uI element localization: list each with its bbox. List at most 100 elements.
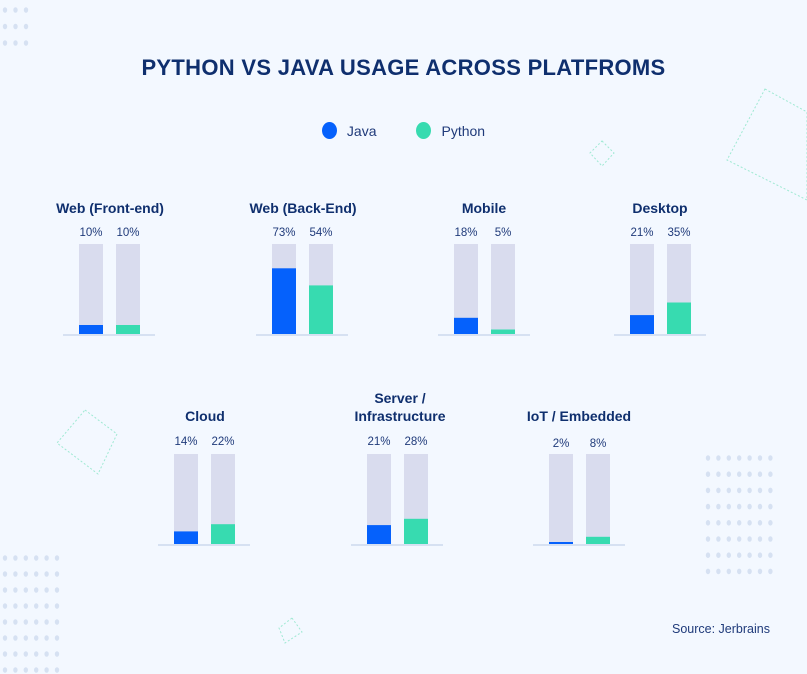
legend-item-java: Java (321, 122, 376, 139)
platform-group: Mobile 18% 5% (438, 200, 530, 336)
decor-dot (13, 40, 18, 46)
bar-java (454, 317, 478, 334)
decor-dot (23, 667, 28, 673)
decor-dot (34, 587, 39, 593)
decor-dot (13, 23, 18, 30)
decor-dot (2, 667, 8, 673)
decor-dot (23, 40, 29, 46)
decor-dot (716, 503, 721, 510)
decor-dot (34, 667, 39, 673)
decor-dot (726, 487, 731, 494)
decor-dot (726, 520, 731, 526)
decor-dot (757, 568, 763, 575)
decor-dot (54, 603, 60, 609)
decor-dot (737, 520, 742, 526)
decor-dot (747, 503, 752, 510)
bar-track (79, 244, 103, 334)
bar-python (309, 285, 333, 334)
decor-dot (757, 552, 763, 558)
decor-dot (716, 487, 721, 494)
baseline (256, 334, 348, 336)
legend-item-python: Python (416, 122, 485, 139)
decor-dot (747, 520, 752, 526)
legend-swatch-java (321, 122, 337, 139)
decor-dot (705, 552, 711, 558)
decor-dot (54, 635, 60, 641)
bar-java (272, 268, 296, 334)
decor-dot (54, 667, 60, 673)
value-label-java: 10% (79, 227, 102, 239)
value-label-java: 21% (367, 436, 390, 448)
decor-dot (13, 667, 18, 673)
baseline (351, 544, 443, 546)
value-label-python: 5% (495, 227, 512, 239)
category-label: Cloud (185, 408, 225, 424)
source-note: Source: Jerbrains (672, 622, 770, 636)
chart-title: PYTHON VS JAVA USAGE ACROSS PLATFROMS (141, 55, 666, 80)
bar-track (491, 244, 515, 334)
decor-dot (747, 536, 752, 542)
bar-java (174, 531, 198, 544)
decor-dot (34, 635, 39, 641)
decor-dot (737, 568, 742, 575)
decor-dot (44, 619, 49, 625)
value-label-python: 8% (590, 438, 607, 450)
decor-dot (747, 552, 752, 558)
baseline (438, 334, 530, 336)
category-label: Web (Back-End) (249, 200, 356, 216)
decor-dot (2, 619, 8, 625)
decor-dot (44, 667, 49, 673)
decor-dot (705, 455, 711, 461)
decor-dot (13, 571, 18, 577)
value-label-python: 22% (211, 436, 234, 448)
bar-java (549, 542, 573, 544)
baseline (158, 544, 250, 546)
decor-dot (737, 487, 742, 494)
decor-dot (54, 587, 60, 593)
baseline (614, 334, 706, 336)
decor-dot (716, 536, 721, 542)
value-label-python: 54% (309, 227, 332, 239)
legend-swatch-python (416, 122, 432, 139)
decor-dot (34, 619, 39, 625)
category-label: Server / (374, 390, 425, 406)
decor-dot (34, 603, 39, 609)
decor-dot (44, 587, 49, 593)
decor-dot (737, 552, 742, 558)
value-label-java: 21% (630, 227, 653, 239)
decor-dot (23, 587, 28, 593)
decor-dot (2, 40, 8, 46)
category-label: IoT / Embedded (527, 408, 631, 424)
value-label-java: 73% (272, 227, 295, 239)
decor-dot (716, 552, 721, 558)
bar-python (586, 536, 610, 544)
platform-group: Web (Back-End) 73% 54% (249, 200, 357, 336)
decor-dot (23, 635, 28, 641)
decor-dot (705, 568, 711, 575)
platform-group: Server / Infrastructure 21% 28% (351, 390, 446, 546)
category-label: Infrastructure (354, 408, 445, 424)
decor-dot (737, 503, 742, 510)
legend: Java Python (0, 122, 807, 139)
decor-dot (44, 651, 49, 657)
decor-dot (2, 7, 8, 13)
platform-group: Desktop 21% 35% (614, 200, 706, 336)
decor-dot (747, 471, 752, 478)
decor-dot (705, 487, 711, 494)
bar-track (586, 454, 610, 544)
value-label-python: 35% (667, 227, 690, 239)
decor-dot (768, 455, 773, 461)
decor-dot (2, 571, 8, 577)
decor-dot (726, 536, 731, 542)
category-label: Desktop (632, 200, 687, 216)
decor-dot (726, 471, 731, 478)
decor-dot (34, 571, 39, 577)
decor-dot (768, 536, 773, 542)
bar-python (211, 524, 235, 544)
decor-dot (44, 635, 49, 641)
decor-dot (757, 503, 763, 510)
decor-dot (716, 568, 721, 575)
decor-dot (757, 455, 763, 461)
